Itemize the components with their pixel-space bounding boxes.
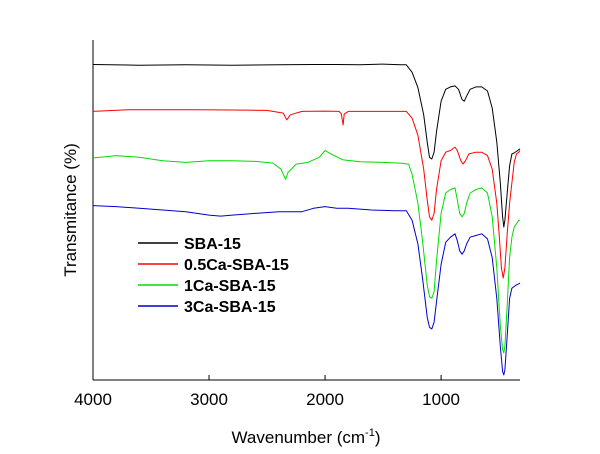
series-line-0 (92, 63, 521, 228)
x-tick-label-1000: 1000 (422, 390, 460, 409)
x-tick-label-4000: 4000 (74, 390, 112, 409)
spectra (92, 63, 521, 376)
series-line-2 (92, 150, 520, 354)
series-line-1 (92, 109, 521, 279)
legend: SBA-15 0.5Ca-SBA-15 1Ca-SBA-15 3Ca-SBA-15 (138, 236, 289, 316)
legend-label-1: 0.5Ca-SBA-15 (184, 257, 289, 274)
series-line-3 (92, 205, 521, 376)
x-tick-label-2000: 2000 (306, 390, 344, 409)
legend-label-2: 1Ca-SBA-15 (184, 278, 276, 295)
legend-label-3: 3Ca-SBA-15 (184, 299, 276, 316)
x-tick-label-3000: 3000 (190, 390, 228, 409)
legend-label-0: SBA-15 (184, 236, 241, 253)
y-axis-title: Transmitance (%) (61, 143, 80, 277)
x-axis-title: Wavenumber (cm-1) (232, 427, 381, 447)
x-ticks: 4000 3000 2000 1000 (74, 375, 460, 409)
